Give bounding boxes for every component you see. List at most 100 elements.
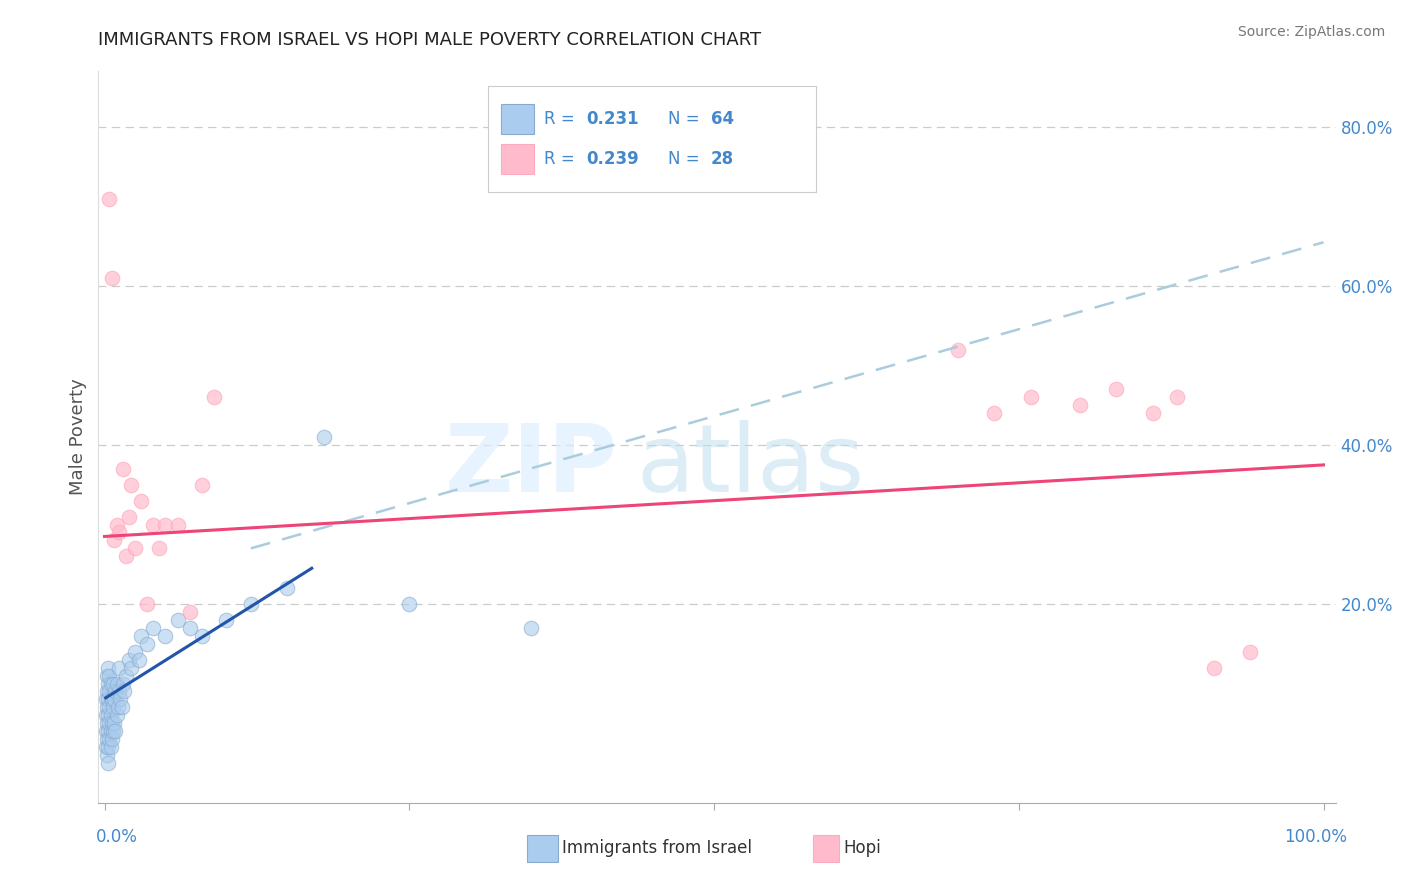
Point xyxy=(191,477,214,491)
Point xyxy=(98,700,121,714)
Point xyxy=(103,533,125,548)
Point xyxy=(179,605,201,619)
Point xyxy=(100,692,122,706)
Point xyxy=(103,716,125,731)
Text: Immigrants from Israel: Immigrants from Israel xyxy=(562,839,752,857)
Text: IMMIGRANTS FROM ISRAEL VS HOPI MALE POVERTY CORRELATION CHART: IMMIGRANTS FROM ISRAEL VS HOPI MALE POVE… xyxy=(98,31,762,49)
Text: 100.0%: 100.0% xyxy=(1284,828,1347,846)
Point xyxy=(142,517,165,532)
Point xyxy=(100,708,122,723)
Point xyxy=(97,708,120,723)
Point xyxy=(124,645,146,659)
Point xyxy=(105,676,128,690)
Point xyxy=(166,613,188,627)
Point xyxy=(97,676,120,690)
Point xyxy=(136,637,159,651)
Point xyxy=(129,493,152,508)
Point xyxy=(108,660,131,674)
Point xyxy=(98,192,121,206)
Point xyxy=(105,517,128,532)
Point xyxy=(946,343,969,357)
Point xyxy=(148,541,170,556)
Point xyxy=(1019,390,1042,404)
Point xyxy=(97,692,120,706)
Point xyxy=(107,700,129,714)
Point xyxy=(118,509,141,524)
Y-axis label: Male Poverty: Male Poverty xyxy=(69,379,87,495)
Point xyxy=(96,748,118,763)
Point xyxy=(108,684,131,698)
Text: atlas: atlas xyxy=(637,420,865,512)
Point xyxy=(155,629,177,643)
Point xyxy=(98,716,121,731)
Point xyxy=(520,621,543,635)
Point xyxy=(112,684,135,698)
Point xyxy=(129,629,152,643)
Point xyxy=(983,406,1005,420)
Point xyxy=(239,597,262,611)
Point xyxy=(98,668,121,682)
Point xyxy=(202,390,225,404)
Point xyxy=(166,517,188,532)
Point xyxy=(96,716,118,731)
Point xyxy=(179,621,201,635)
Point xyxy=(1069,398,1091,412)
Point xyxy=(96,700,118,714)
Point xyxy=(111,462,134,476)
Point xyxy=(105,708,128,723)
Point xyxy=(120,660,142,674)
Point xyxy=(191,629,214,643)
Point xyxy=(101,692,124,706)
Point xyxy=(97,660,120,674)
Point xyxy=(94,708,117,723)
Point xyxy=(124,541,146,556)
Point xyxy=(108,525,131,540)
Point xyxy=(110,692,132,706)
Point xyxy=(111,676,134,690)
Point xyxy=(155,517,177,532)
Point xyxy=(1202,660,1225,674)
Point xyxy=(96,668,118,682)
Text: Source: ZipAtlas.com: Source: ZipAtlas.com xyxy=(1237,25,1385,39)
Point xyxy=(100,740,122,755)
Point xyxy=(98,684,121,698)
Point xyxy=(1142,406,1164,420)
Point xyxy=(96,684,118,698)
Point xyxy=(97,724,120,739)
Point xyxy=(94,692,117,706)
Point xyxy=(120,477,142,491)
Point xyxy=(104,684,127,698)
Point xyxy=(100,676,122,690)
Text: 0.0%: 0.0% xyxy=(96,828,138,846)
Point xyxy=(104,724,127,739)
Point xyxy=(97,756,120,770)
Point xyxy=(98,732,121,747)
Text: ZIP: ZIP xyxy=(446,420,619,512)
Point xyxy=(1239,645,1261,659)
Point xyxy=(115,668,138,682)
Point xyxy=(94,740,117,755)
Point xyxy=(398,597,420,611)
Point xyxy=(1166,390,1188,404)
Point xyxy=(103,692,125,706)
Point xyxy=(276,581,298,595)
Point xyxy=(101,732,124,747)
Point xyxy=(94,724,117,739)
Point xyxy=(96,732,118,747)
Point xyxy=(101,724,124,739)
Point xyxy=(1105,383,1128,397)
Point xyxy=(110,700,132,714)
Point xyxy=(101,700,124,714)
Point xyxy=(115,549,138,564)
Point xyxy=(101,271,124,285)
Point xyxy=(118,653,141,667)
Point xyxy=(128,653,150,667)
Text: Hopi: Hopi xyxy=(844,839,882,857)
Point xyxy=(101,716,124,731)
Point xyxy=(136,597,159,611)
Point xyxy=(100,724,122,739)
Point xyxy=(142,621,165,635)
Point xyxy=(312,430,335,444)
Point xyxy=(101,676,124,690)
Point xyxy=(97,740,120,755)
